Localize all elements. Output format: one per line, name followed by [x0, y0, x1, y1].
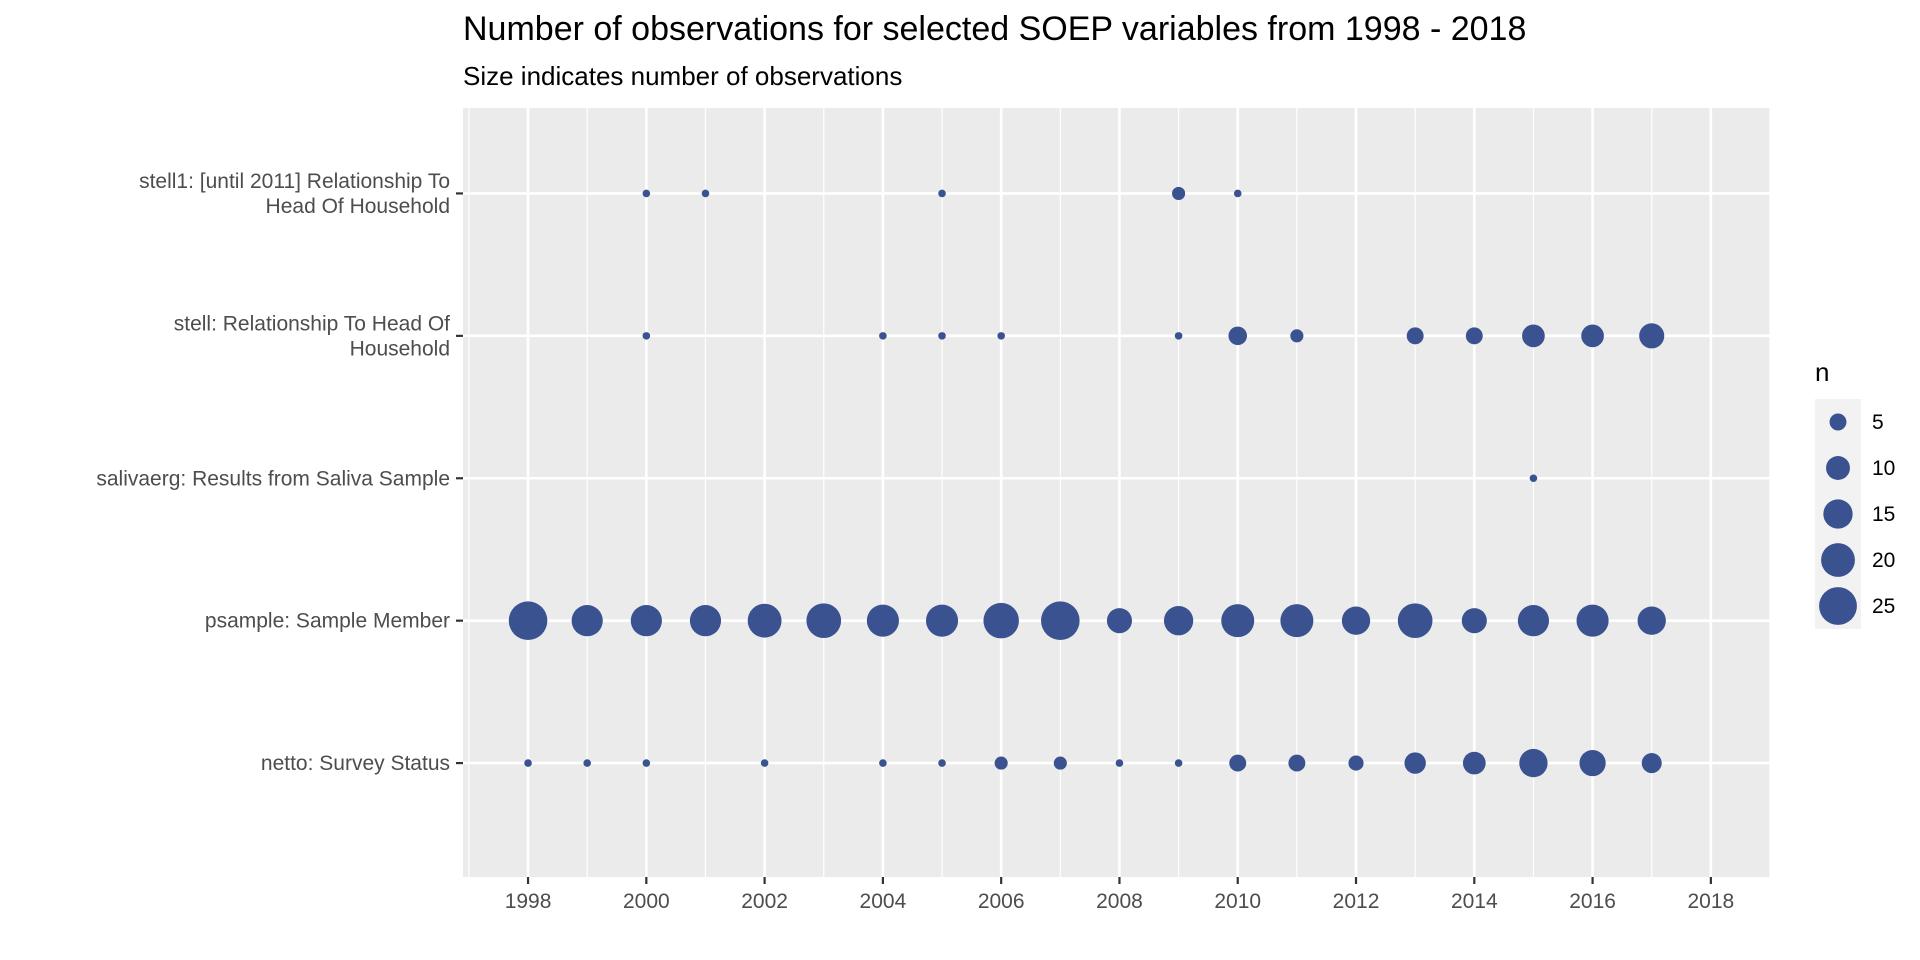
data-point — [583, 759, 591, 767]
data-point — [1172, 186, 1186, 201]
data-point — [997, 332, 1005, 340]
data-point — [1637, 606, 1666, 635]
data-point — [1163, 606, 1194, 636]
data-point — [1461, 608, 1487, 634]
data-point — [1106, 608, 1133, 634]
data-point — [925, 604, 959, 637]
legend-label: 5 — [1872, 411, 1884, 434]
legend-point — [1826, 456, 1850, 480]
legend-point — [1823, 499, 1853, 529]
y-axis: stell1: [until 2011] Relationship ToHead… — [96, 170, 463, 775]
data-point — [701, 189, 710, 198]
x-tick-label: 2018 — [1688, 890, 1735, 913]
data-point — [1579, 749, 1606, 777]
data-point — [642, 759, 651, 767]
data-point — [1406, 327, 1424, 345]
data-point — [1228, 326, 1248, 346]
data-point — [1348, 755, 1364, 771]
data-point — [938, 759, 946, 767]
data-point — [571, 605, 603, 637]
data-point — [524, 759, 532, 767]
data-point — [938, 189, 946, 198]
x-tick-label: 1998 — [505, 890, 552, 913]
x-tick-label: 2008 — [1096, 890, 1143, 913]
x-tick-label: 2016 — [1569, 890, 1616, 913]
chart-subtitle: Size indicates number of observations — [463, 61, 902, 91]
data-point — [747, 603, 782, 638]
data-point — [1517, 605, 1550, 637]
y-tick-label: salivaerg: Results from Saliva Sample — [96, 467, 450, 490]
data-point — [1115, 759, 1124, 767]
x-tick-label: 2010 — [1214, 890, 1261, 913]
data-point — [1404, 752, 1426, 774]
data-point — [994, 756, 1008, 770]
y-tick-label: stell1: [until 2011] Relationship To — [139, 170, 450, 193]
x-tick-label: 2002 — [741, 890, 788, 913]
data-point — [1233, 189, 1242, 198]
data-point — [760, 759, 769, 767]
data-point — [806, 603, 842, 639]
x-tick-label: 2006 — [978, 890, 1025, 913]
y-tick-label: Household — [350, 337, 450, 360]
data-point — [1397, 603, 1433, 639]
data-point — [866, 604, 899, 637]
data-point — [1519, 748, 1548, 778]
data-point — [630, 605, 662, 637]
data-point — [1341, 606, 1371, 635]
chart-title: Number of observations for selected SOEP… — [463, 10, 1526, 48]
data-point — [1290, 329, 1304, 343]
y-tick-label: netto: Survey Status — [261, 752, 450, 775]
data-point — [983, 602, 1019, 639]
data-point — [1229, 754, 1247, 772]
data-point — [508, 601, 548, 640]
data-point — [689, 605, 722, 637]
data-point — [1641, 753, 1662, 774]
data-point — [1174, 759, 1183, 767]
legend-title: n — [1815, 357, 1829, 387]
legend-label: 15 — [1872, 503, 1895, 526]
y-tick-label: psample: Sample Member — [205, 610, 450, 633]
data-point — [642, 332, 651, 340]
legend-point — [1821, 543, 1855, 577]
data-point — [1053, 756, 1067, 770]
data-point — [1288, 754, 1306, 772]
data-point — [1221, 604, 1255, 638]
x-tick-label: 2004 — [860, 890, 907, 913]
data-point — [1041, 601, 1080, 640]
y-tick-label: stell: Relationship To Head Of — [174, 312, 450, 335]
legend-label: 25 — [1872, 595, 1895, 618]
data-point — [1581, 324, 1604, 348]
y-tick-label: Head Of Household — [266, 195, 450, 218]
x-tick-label: 2000 — [623, 890, 670, 913]
data-point — [1280, 604, 1314, 638]
legend-label: 10 — [1872, 457, 1895, 480]
x-tick-label: 2014 — [1451, 890, 1498, 913]
data-point — [879, 332, 887, 340]
legend-point — [1829, 413, 1847, 431]
legend-point — [1819, 587, 1857, 625]
data-point — [1465, 327, 1483, 345]
data-points — [508, 186, 1666, 778]
x-axis: 1998 2000 2002 2004 2006 2008 2010 2012 2014 2016… — [505, 877, 1735, 913]
size-legend: n 5 10 15 20 25 — [1815, 357, 1895, 629]
data-point — [1522, 324, 1545, 348]
data-point — [1462, 751, 1486, 775]
data-point — [1529, 474, 1538, 483]
data-point — [1639, 323, 1665, 349]
data-point — [1174, 332, 1183, 340]
data-point — [938, 332, 946, 340]
data-point — [1576, 604, 1609, 637]
x-tick-label: 2012 — [1333, 890, 1380, 913]
legend-label: 20 — [1872, 549, 1895, 572]
data-point — [642, 189, 651, 198]
data-point — [879, 759, 887, 767]
plot-panel — [463, 108, 1770, 877]
